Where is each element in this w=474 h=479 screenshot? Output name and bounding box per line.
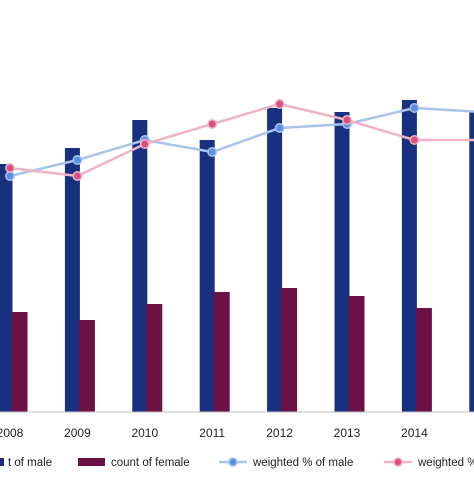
bar-male-2010 xyxy=(132,120,148,412)
bar-male-2014 xyxy=(401,100,417,412)
x-tick-label: 2009 xyxy=(64,426,91,440)
bar-female-2012 xyxy=(281,288,298,412)
bar-male-2013 xyxy=(334,112,350,412)
point-weighted-female-2012 xyxy=(274,99,285,109)
legend-swatch-female xyxy=(78,458,105,466)
bars-layer xyxy=(0,100,474,412)
bar-female-2011 xyxy=(213,292,230,412)
point-weighted-female-2014 xyxy=(409,135,420,145)
lines-layer xyxy=(5,99,474,181)
x-tick-label: 2008 xyxy=(0,426,24,440)
legend-label-female: count of female xyxy=(111,457,190,469)
bar-male-2015 xyxy=(469,112,474,412)
point-weighted-male-2011 xyxy=(207,147,218,157)
point-weighted-male-2009 xyxy=(72,155,83,165)
bar-female-2010 xyxy=(146,304,163,412)
x-tick-label: 2011 xyxy=(199,426,225,440)
point-weighted-male-2008 xyxy=(5,171,15,181)
line-weighted-male xyxy=(9,106,474,178)
point-weighted-female-2009 xyxy=(72,171,83,181)
bar-male-2011 xyxy=(199,140,215,412)
legend-swatch-male xyxy=(0,458,4,466)
bar-male-2009 xyxy=(64,148,80,412)
x-tick-label: 2013 xyxy=(334,426,361,440)
bar-female-2009 xyxy=(78,320,95,412)
point-weighted-female-2011 xyxy=(207,119,218,129)
point-weighted-female-2010 xyxy=(139,139,150,149)
bar-male-2012 xyxy=(267,108,283,412)
legend-label-weighted-male: weighted % of male xyxy=(252,457,353,469)
point-weighted-female-2008 xyxy=(5,163,15,173)
legend-label-weighted-female: weighted % xyxy=(417,457,474,469)
point-weighted-male-2012 xyxy=(274,123,285,133)
x-tick-label: 2012 xyxy=(266,426,293,440)
legend: t of male count of female weighted % of ma… xyxy=(0,457,474,469)
legend-label-male: t of male xyxy=(8,457,52,469)
x-axis-ticks: 200820092010201120122013201420 xyxy=(0,426,428,440)
bar-female-2014 xyxy=(415,308,432,412)
point-weighted-female-2013 xyxy=(342,115,352,125)
line-weighted-female xyxy=(9,102,474,178)
point-weighted-male-2014 xyxy=(409,103,420,113)
x-tick-label: 2014 xyxy=(401,426,428,440)
bar-female-2008 xyxy=(11,312,28,412)
x-tick-label: 2010 xyxy=(131,426,158,440)
bar-male-2008 xyxy=(0,164,13,412)
legend-marker-weighted-male xyxy=(228,457,238,467)
legend-marker-weighted-female xyxy=(393,457,403,467)
bar-female-2013 xyxy=(348,296,365,412)
